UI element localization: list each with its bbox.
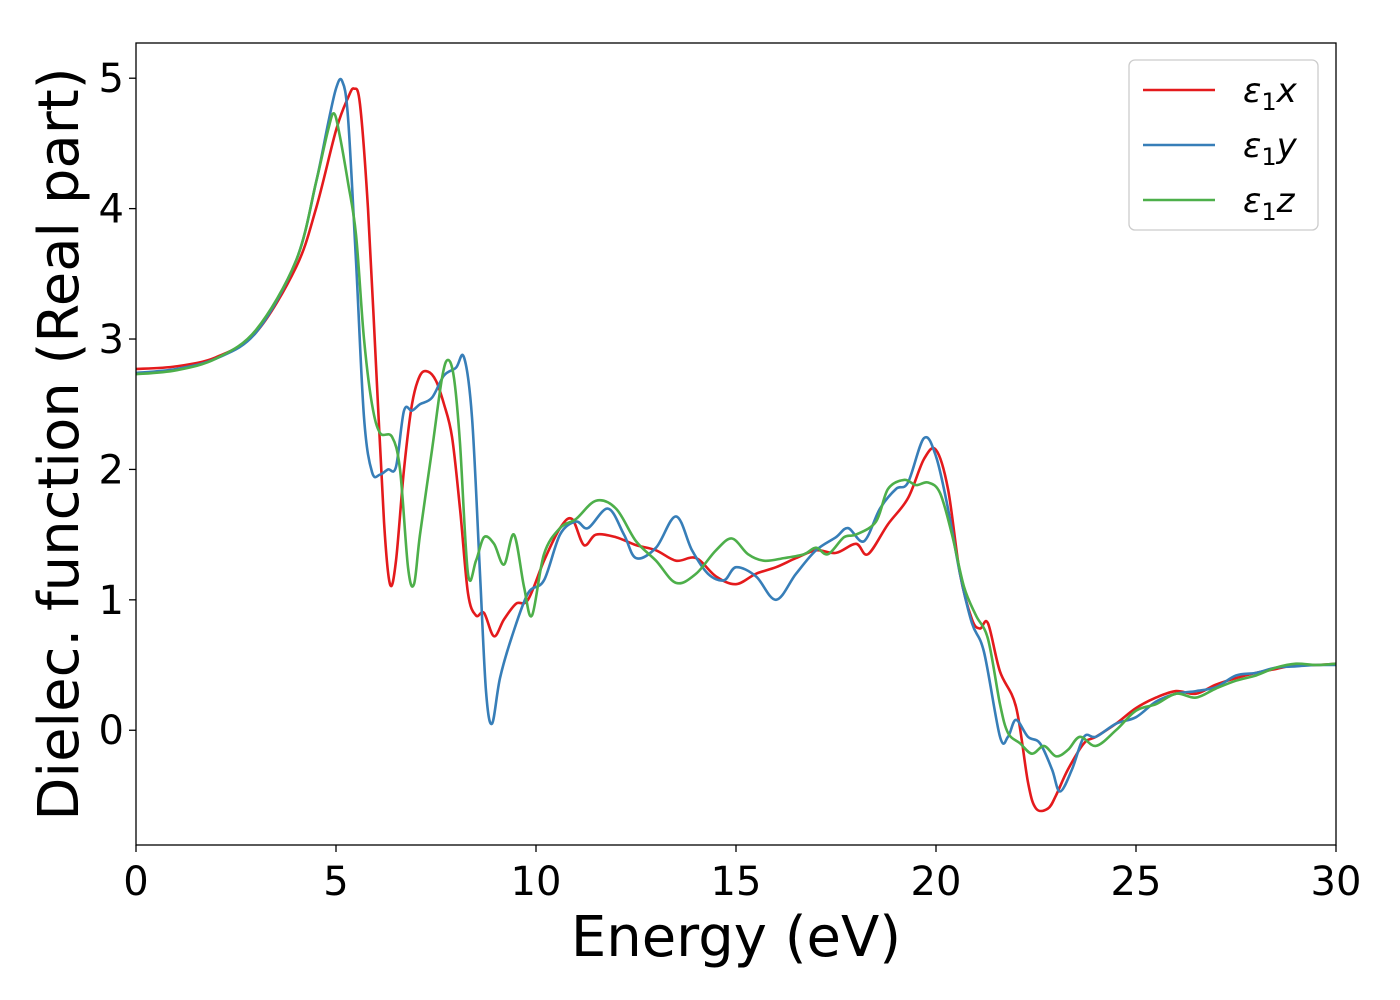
- y-tick-label: 1: [99, 578, 124, 624]
- y-tick-label: 4: [99, 187, 124, 233]
- series-layer: [136, 77, 1336, 813]
- x-tick-label: 10: [511, 859, 562, 905]
- series-line-z: [136, 112, 1336, 758]
- legend-label-y: ε1y: [1243, 126, 1298, 171]
- y-axis-label: Dielec. function (Real part): [27, 67, 92, 820]
- legend-label-x: ε1x: [1243, 71, 1298, 116]
- legend: ε1x ε1y ε1z: [1128, 59, 1319, 231]
- x-tick-label: 30: [1311, 859, 1362, 905]
- legend-label-z: ε1z: [1243, 181, 1296, 226]
- x-tick-label: 25: [1111, 859, 1162, 905]
- legend-box: [1128, 59, 1319, 231]
- y-tick-label: 3: [99, 317, 124, 363]
- x-tick-label: 20: [911, 859, 962, 905]
- x-tick-label: 5: [323, 859, 348, 905]
- series-line-y: [136, 77, 1336, 793]
- y-tick-label: 0: [99, 708, 124, 754]
- x-tick-label: 15: [711, 859, 762, 905]
- x-axis-label: Energy (eV): [571, 905, 901, 970]
- y-tick-label: 2: [99, 447, 124, 493]
- x-axis: 0 5 10 15 20 25 30: [123, 845, 1361, 905]
- x-tick-label: 0: [123, 859, 148, 905]
- y-axis: 0 1 2 3 4 5: [99, 56, 136, 754]
- y-tick-label: 5: [99, 56, 124, 102]
